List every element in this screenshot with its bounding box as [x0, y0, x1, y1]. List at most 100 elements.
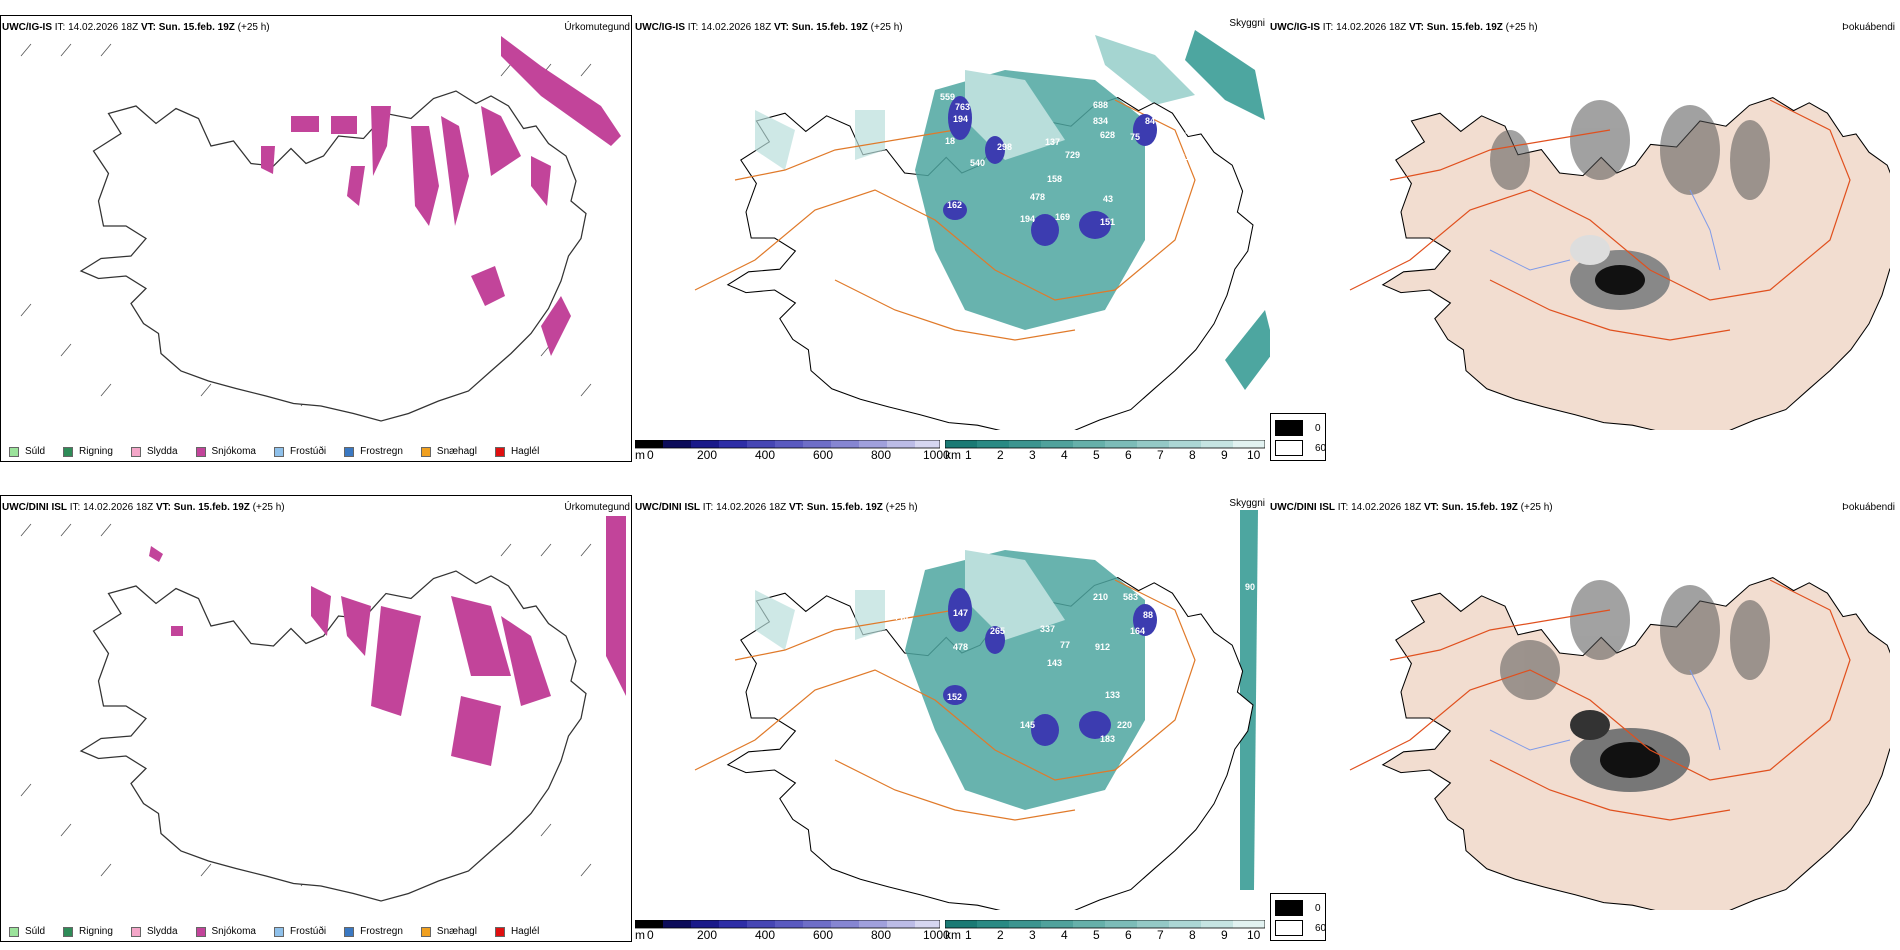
rivers — [1489, 189, 1721, 271]
model-name: UWC/DINI ISL — [2, 502, 67, 513]
precip-map-frame: Súld Rigning Slydda Snjókoma Frostúði Fr… — [0, 15, 632, 462]
tick-label: 10 — [1247, 448, 1261, 462]
precip-header: UWC/DINI ISL IT: 14.02.2026 18Z VT: Sun.… — [2, 502, 285, 514]
cloud-value: 158 — [1047, 174, 1062, 184]
legend-swatch — [130, 926, 141, 937]
legend-swatch — [420, 926, 431, 937]
cloud-teal-areas — [1095, 30, 1270, 390]
roads — [1349, 99, 1851, 341]
legend-swatch — [195, 926, 206, 937]
it-label: IT: — [702, 502, 714, 513]
visibility-colorbar-labels: km 1 2 3 4 5 6 7 8 9 10 — [945, 928, 1265, 942]
legend-item: Slydda — [130, 926, 178, 937]
legend-label: Rigning — [79, 446, 113, 457]
cloud-numbers: 446 147 478 265 337 77 912 210 583 88 16… — [893, 582, 1255, 744]
legend-label: Slydda — [146, 446, 178, 457]
height-colorbar-labels: m 0 200 400 600 800 1000 — [635, 448, 955, 462]
rivers — [1489, 669, 1721, 751]
lead-time: (+25 h) — [1505, 22, 1538, 33]
roads — [694, 579, 1196, 821]
cloud-value: 540 — [970, 158, 985, 168]
lead-time: (+25 h) — [252, 502, 285, 513]
height-colorbar-labels: m 0 200 400 600 800 1000 — [635, 928, 955, 942]
tick-label: 7 — [1157, 928, 1164, 942]
snow-areas — [149, 516, 626, 766]
cloud-value: 834 — [1093, 116, 1108, 126]
fog-legend-row: 0 — [1275, 420, 1321, 436]
cloud-value: 628 — [1100, 130, 1115, 140]
cloud-value: 583 — [1123, 592, 1138, 602]
cloud-value: 220 — [1117, 720, 1132, 730]
legend-item: Frostúði — [273, 926, 326, 937]
unit-label: m — [635, 928, 645, 942]
legend-label: Snjókoma — [211, 446, 256, 457]
vt-value: Sun. 15.feb. 19Z — [1441, 502, 1518, 513]
legend-swatch — [273, 446, 284, 457]
tick-label: 800 — [871, 448, 892, 462]
visibility-colorbar-svg — [945, 440, 1265, 449]
fog-legend: 0 60 — [1270, 413, 1326, 461]
legend-item: Snjókoma — [195, 926, 256, 937]
vt-label: VT: — [773, 22, 789, 33]
cloud-value: 90 — [1245, 582, 1255, 592]
vt-value: Sun. 15.feb. 19Z — [791, 22, 868, 33]
cloud-teal-areas — [1240, 510, 1258, 890]
cloud-value: 65 — [860, 196, 870, 206]
legend-item: Frostregn — [344, 446, 403, 457]
tick-label: 6 — [1125, 928, 1132, 942]
low-cloud-areas — [943, 96, 1157, 246]
cloud-value: 337 — [1040, 624, 1055, 634]
lead-time: (+25 h) — [237, 22, 270, 33]
cloud-value: 729 — [1065, 150, 1080, 160]
legend-item: Rigning — [63, 446, 113, 457]
height-colorbar: m 0 200 400 600 800 1000 — [635, 920, 950, 942]
tick-label: 0 — [647, 448, 654, 462]
cloud-value: 143 — [1047, 658, 1062, 668]
legend-label: Haglél — [510, 446, 540, 457]
tick-label: 8 — [1189, 928, 1196, 942]
fog-swatch — [1275, 900, 1303, 916]
legend-swatch — [63, 446, 74, 457]
cloud-value: 84 — [1145, 116, 1155, 126]
cloud-value: 265 — [990, 626, 1005, 636]
legend-swatch — [9, 446, 19, 457]
model-name: UWC/IG-IS — [2, 22, 52, 33]
vt-value: Sun. 15.feb. 19Z — [806, 502, 883, 513]
cloud-value: 298 — [997, 142, 1012, 152]
model-name: UWC/IG-IS — [1270, 22, 1320, 33]
fog-glacier — [1570, 235, 1670, 310]
tick-label: 9 — [1221, 448, 1228, 462]
it-value: 14.02.2026 18Z — [701, 22, 772, 33]
it-label: IT: — [69, 502, 81, 513]
cloud-value: 133 — [1105, 690, 1120, 700]
height-colorbar: m 0 200 400 600 800 1000 — [635, 440, 950, 462]
cloud-value: 210 — [1093, 592, 1108, 602]
legend-label: Haglél — [510, 926, 540, 937]
legend-item: Súld — [9, 446, 45, 457]
fog-label: 0 — [1315, 902, 1321, 914]
legend-label: Snæhagl — [436, 926, 477, 937]
roads — [1349, 579, 1851, 821]
it-value: 14.02.2026 18Z — [1336, 22, 1407, 33]
legend-item: Rigning — [63, 926, 113, 937]
tick-label: 2 — [997, 448, 1004, 462]
cloud-value: 164 — [1130, 626, 1145, 636]
tick-label: 9 — [1221, 928, 1228, 942]
vt-label: VT: — [788, 502, 804, 513]
cloud-value: 43 — [1103, 194, 1113, 204]
precip-map-frame: Súld Rigning Slydda Snjókoma Frostúði Fr… — [0, 495, 632, 942]
precip-title: Úrkomutegund — [564, 502, 630, 513]
fog-label: 60 — [1315, 442, 1327, 454]
fog-map — [1349, 96, 1890, 430]
vt-label: VT: — [1408, 22, 1424, 33]
height-colorbar-svg — [635, 440, 940, 449]
vt-value: Sun. 15.feb. 19Z — [1426, 22, 1503, 33]
legend-label: Rigning — [79, 926, 113, 937]
cloud-header: UWC/IG-IS IT: 14.02.2026 18Z VT: Sun. 15… — [635, 22, 903, 34]
cloud-value: 152 — [947, 692, 962, 702]
tick-label: 5 — [1093, 448, 1100, 462]
legend-swatch — [494, 446, 505, 457]
tick-label: 8 — [1189, 448, 1196, 462]
cloud-map: 446 147 478 265 337 77 912 210 583 88 16… — [694, 510, 1258, 910]
legend-label: Frostúði — [289, 446, 327, 457]
